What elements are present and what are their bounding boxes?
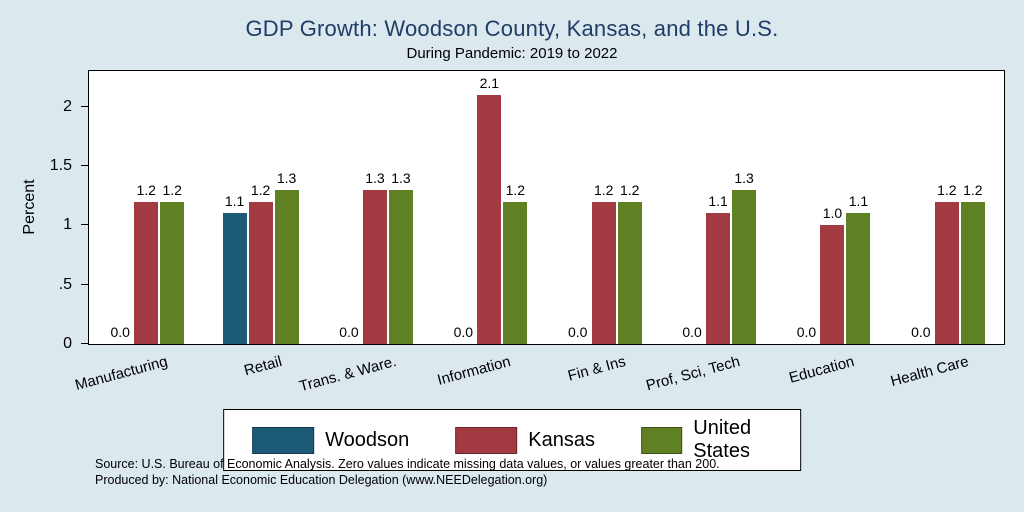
bar-value-label: 2.1 (479, 75, 500, 91)
x-axis-category-label: Health Care (888, 353, 971, 391)
footnotes: Source: U.S. Bureau of Economic Analysis… (95, 456, 720, 488)
bar-kansas-prof-sci-tech (706, 213, 731, 344)
legend-swatch-woodson (252, 426, 315, 454)
bar-value-label: 0.0 (110, 324, 130, 340)
legend: Woodson Kansas United States (223, 409, 801, 471)
bar-united-states-information (503, 202, 528, 344)
bar-value-label: 0.0 (339, 324, 359, 340)
y-tick-mark (81, 224, 88, 226)
bar-united-states-fin-ins (617, 202, 642, 344)
y-tick-mark (81, 164, 88, 166)
legend-label: Kansas (528, 428, 596, 451)
x-axis: Manufacturing Retail Trans. & Ware. Informa… (73, 349, 1005, 407)
bar-value-label: 1.2 (619, 182, 640, 198)
bar-value-label: 0.0 (567, 324, 588, 340)
bar-value-label: 1.2 (136, 182, 156, 198)
plot-area: 0.0 1.2 1.2 1.1 1.2 1.3 0.0 1.3 1.3 0.0 2.1 1.2 0.0 1… (88, 70, 1005, 345)
bar-kansas-information (477, 95, 502, 344)
bar-woodson-retail (222, 213, 247, 344)
produced-by-note: Produced by: National Economic Education… (95, 473, 548, 487)
y-tick-mark (81, 343, 88, 344)
y-tick-mark (81, 283, 88, 285)
bar-united-states-health-care (960, 202, 985, 344)
x-axis-category-label: Trans. & Ware. (297, 353, 399, 396)
chart-title: GDP Growth: Woodson County, Kansas, and … (245, 16, 779, 41)
y-tick-label: 1 (63, 216, 72, 234)
legend-swatch-united-states (641, 426, 683, 454)
bar-kansas-retail (248, 202, 273, 344)
legend-swatch-kansas (455, 426, 518, 454)
x-axis-category-label: Prof, Sci, Tech (643, 353, 742, 395)
bar-value-label: 1.2 (963, 182, 983, 198)
y-tick-label: 1.5 (49, 156, 72, 174)
bar-value-label: 1.2 (250, 182, 271, 198)
bar-united-states-prof-sci-tech (732, 190, 757, 344)
bar-value-label: 1.3 (734, 170, 754, 186)
legend-label: Woodson (325, 428, 410, 451)
y-tick-label: 0 (63, 335, 72, 352)
x-axis-category-label: Information (435, 353, 513, 389)
x-axis-category-label: Education (786, 353, 856, 387)
bar-united-states-trans-ware (388, 190, 413, 344)
bar-value-label: 1.2 (505, 182, 526, 198)
bar-value-label: 1.3 (276, 170, 297, 186)
chart-subtitle: During Pandemic: 2019 to 2022 (406, 45, 618, 62)
bar-united-states-retail (274, 190, 299, 344)
bar-kansas-health-care (934, 202, 959, 344)
bar-united-states-manufacturing (160, 202, 185, 344)
bar-value-label: 0.0 (682, 324, 702, 340)
legend-label: United States (693, 417, 752, 462)
bar-value-label: 1.0 (822, 205, 843, 221)
y-tick-mark (81, 105, 88, 107)
x-axis-category-label: Retail (242, 353, 284, 380)
x-axis-category-label: Manufacturing (73, 353, 170, 395)
legend-item-woodson: Woodson (252, 426, 410, 454)
x-axis-category-label: Fin & Ins (565, 353, 628, 385)
y-tick-label: .5 (58, 275, 72, 293)
bar-value-label: 1.1 (224, 193, 245, 209)
y-axis: 0 .5 1 1.5 2 (0, 70, 88, 352)
bar-value-label: 1.3 (365, 170, 385, 186)
bar-value-label: 1.3 (391, 170, 411, 186)
bar-value-label: 1.2 (162, 182, 182, 198)
bar-value-label: 1.2 (593, 182, 614, 198)
legend-item-united-states: United States (641, 417, 772, 463)
bar-kansas-fin-ins (591, 202, 616, 344)
bar-united-states-education (846, 213, 871, 344)
bar-kansas-manufacturing (134, 202, 159, 344)
bar-value-label: 1.2 (937, 182, 957, 198)
y-tick-label: 2 (63, 97, 72, 115)
bar-value-label: 0.0 (453, 324, 474, 340)
source-note: Source: U.S. Bureau of Economic Analysis… (95, 457, 720, 471)
bar-kansas-education (820, 225, 845, 344)
bar-value-label: 1.1 (708, 193, 728, 209)
legend-item-kansas: Kansas (455, 426, 596, 454)
bar-value-label: 1.1 (848, 193, 869, 209)
bar-value-label: 0.0 (796, 324, 817, 340)
bar-kansas-trans-ware (362, 190, 387, 344)
bar-value-label: 0.0 (911, 324, 931, 340)
